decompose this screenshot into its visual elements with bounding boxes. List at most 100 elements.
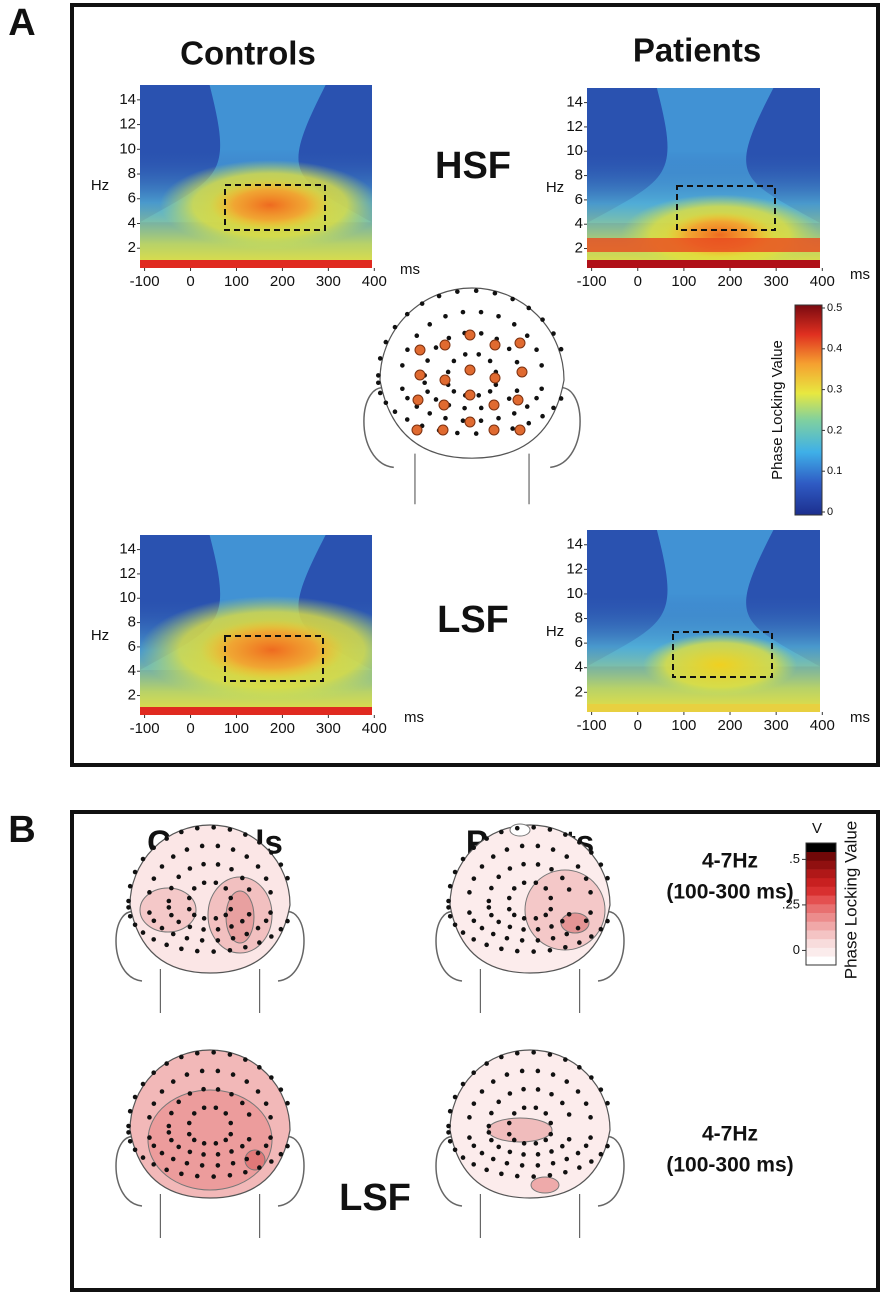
electrode xyxy=(425,389,430,394)
ear xyxy=(597,1136,625,1207)
electrode xyxy=(164,1167,169,1173)
electrode xyxy=(211,949,216,954)
electrode xyxy=(151,1070,156,1076)
electrode xyxy=(535,862,541,867)
electrode xyxy=(201,1141,207,1146)
electrode xyxy=(471,845,476,851)
colorbar-unit: V xyxy=(812,820,822,837)
electrode xyxy=(278,1087,284,1092)
electrode xyxy=(213,880,219,886)
electrode xyxy=(246,1112,252,1117)
x-tick-label: 100 xyxy=(224,720,249,737)
electrode xyxy=(577,940,582,945)
roi-electrode xyxy=(414,369,426,381)
x-tick-label: 300 xyxy=(764,273,789,290)
electrode xyxy=(164,836,169,841)
electrode xyxy=(257,840,262,845)
neck xyxy=(479,1194,581,1238)
electrode xyxy=(230,935,236,941)
electrode xyxy=(521,916,527,921)
roi-electrode xyxy=(464,389,476,401)
electrode xyxy=(504,1160,510,1166)
electrode xyxy=(506,346,512,352)
colorbar-step xyxy=(806,860,836,870)
y-tick-label: 14 xyxy=(566,94,583,111)
y-tick-label: 12 xyxy=(119,565,136,582)
roi-electrode xyxy=(439,339,451,351)
x-tick-label: 200 xyxy=(270,273,295,290)
electrode xyxy=(186,1131,192,1137)
electrode xyxy=(229,866,234,872)
electrode xyxy=(132,1147,138,1153)
electrode xyxy=(404,311,410,317)
x-tick-label: 0 xyxy=(186,273,194,290)
electrode xyxy=(490,1156,496,1162)
electrode xyxy=(422,380,427,386)
electrode xyxy=(194,948,200,954)
topo-contour xyxy=(560,912,590,934)
topo-contour xyxy=(530,1176,560,1194)
colorbar-step xyxy=(806,912,836,922)
electrode xyxy=(164,942,169,948)
electrode xyxy=(471,937,476,942)
y-tick-label: 2 xyxy=(575,683,583,700)
electrode xyxy=(170,854,176,859)
electrode xyxy=(278,862,284,867)
electrode xyxy=(243,944,248,950)
electrode xyxy=(243,1057,248,1062)
electrode xyxy=(486,1123,492,1129)
neck xyxy=(414,453,530,505)
ear xyxy=(363,386,394,469)
colorbar-tick-label: .25 xyxy=(782,896,800,911)
electrode xyxy=(446,335,452,341)
electrode xyxy=(159,925,165,931)
electrode xyxy=(184,847,190,852)
electrode xyxy=(227,947,233,953)
electrode xyxy=(506,1120,512,1126)
electrode xyxy=(506,895,512,901)
electrode xyxy=(263,876,269,881)
electrode xyxy=(598,926,604,932)
y-tick-label: 14 xyxy=(566,536,583,553)
electrode xyxy=(526,305,532,311)
x-tick-label: -100 xyxy=(130,720,160,737)
electrode xyxy=(452,869,458,875)
electrode xyxy=(228,1131,234,1137)
electrode xyxy=(486,905,492,910)
electrode xyxy=(170,931,176,937)
electrode xyxy=(521,880,527,886)
colorbar-step xyxy=(806,921,836,931)
electrode xyxy=(589,850,594,855)
y-tick-label: 10 xyxy=(119,140,136,157)
electrode xyxy=(490,1079,496,1084)
heatmap-band xyxy=(587,260,820,268)
axis-label: ms xyxy=(850,266,870,283)
electrode xyxy=(519,843,525,849)
axis-label: Hz xyxy=(91,627,109,644)
electrode xyxy=(140,1155,146,1160)
electrode xyxy=(484,836,489,841)
ear xyxy=(550,386,581,469)
x-tick-label: 0 xyxy=(634,717,642,734)
electrode xyxy=(511,1111,517,1116)
electrode xyxy=(215,843,221,849)
electrode xyxy=(547,1172,553,1178)
y-tick-label: 2 xyxy=(575,240,583,257)
y-tick-label: 8 xyxy=(128,165,136,182)
electrode xyxy=(504,847,510,852)
electrode xyxy=(511,411,517,416)
electrode xyxy=(535,1068,541,1074)
electrode xyxy=(531,825,536,830)
electrode xyxy=(549,924,554,929)
electrode xyxy=(564,1079,570,1084)
electrode xyxy=(490,854,496,859)
electrode xyxy=(598,862,604,867)
head xyxy=(435,823,625,1013)
electrode xyxy=(539,363,544,368)
electrode xyxy=(462,405,467,411)
electrode xyxy=(486,898,492,904)
electrode xyxy=(375,380,381,386)
electrode xyxy=(540,317,545,322)
electrode xyxy=(504,1072,510,1077)
electrode xyxy=(201,861,206,867)
